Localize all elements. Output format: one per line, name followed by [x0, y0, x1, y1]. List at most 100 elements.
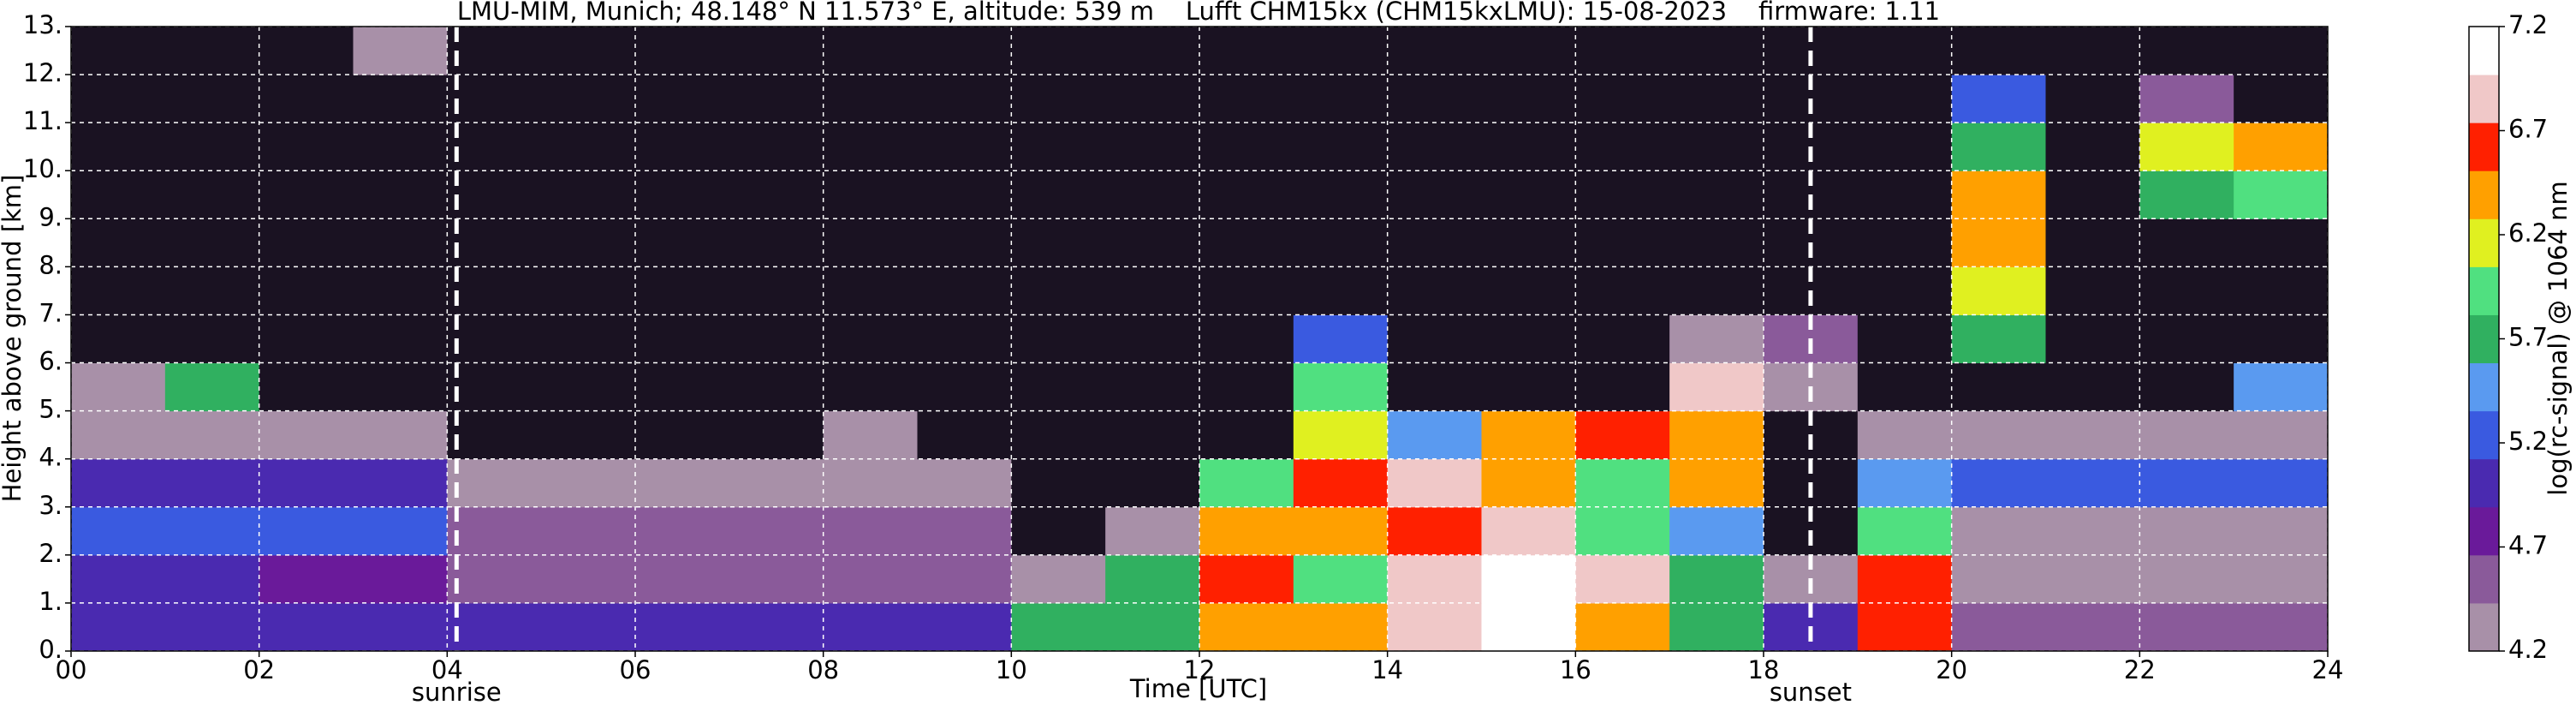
- heatmap-cell: [541, 122, 636, 171]
- heatmap-cell: [823, 266, 918, 315]
- heatmap-cell: [1575, 218, 1670, 267]
- heatmap-cell: [1011, 362, 1106, 412]
- x-tick-label: 16: [1560, 655, 1591, 684]
- heatmap-cell: [1481, 410, 1576, 460]
- plot-frame: [70, 26, 2329, 652]
- heatmap-cell: [1387, 266, 1482, 315]
- heatmap-cell: [447, 27, 542, 75]
- heatmap-cell: [2139, 362, 2234, 412]
- heatmap-cell: [259, 602, 354, 652]
- heatmap-cell: [541, 266, 636, 315]
- heatmap-cell: [635, 218, 730, 267]
- heatmap-cell: [1387, 75, 1482, 123]
- heatmap-cell: [353, 218, 448, 267]
- heatmap-cell: [1575, 314, 1670, 364]
- heatmap-cell: [541, 458, 636, 508]
- annotation-label: sunrise: [412, 678, 502, 707]
- x-tick-label: 00: [56, 655, 87, 684]
- heatmap-cell: [1199, 266, 1294, 315]
- heatmap-cell: [1105, 266, 1200, 315]
- heatmap-cell: [2045, 170, 2140, 219]
- heatmap-cell: [1105, 362, 1200, 412]
- heatmap-cell: [917, 362, 1012, 412]
- heatmap-cell: [541, 314, 636, 364]
- heatmap-cell: [823, 75, 918, 123]
- heatmap-cell: [2234, 218, 2329, 267]
- heatmap-cell: [1105, 170, 1200, 219]
- heatmap-cell: [1857, 410, 1953, 460]
- heatmap-cell: [259, 458, 354, 508]
- heatmap-cell: [729, 122, 824, 171]
- heatmap-cell: [2139, 314, 2234, 364]
- colorbar-tick-label: 4.7: [2508, 531, 2548, 560]
- heatmap-cell: [353, 314, 448, 364]
- heatmap-cell: [1951, 75, 2046, 123]
- heatmap-cell: [2139, 75, 2234, 123]
- heatmap-cell: [1481, 362, 1576, 412]
- heatmap-cell: [353, 266, 448, 315]
- heatmap-cell: [1387, 506, 1482, 556]
- x-tick-label: 06: [620, 655, 651, 684]
- heatmap-cell: [1293, 27, 1389, 75]
- heatmap-cell: [1199, 506, 1294, 556]
- heatmap-cell: [1011, 27, 1106, 75]
- heatmap-cell: [729, 554, 824, 604]
- heatmap-cell: [2234, 314, 2329, 364]
- heatmap-cell: [917, 554, 1012, 604]
- heatmap-cell: [917, 266, 1012, 315]
- heatmap-cell: [1575, 170, 1670, 219]
- heatmap-cell: [1011, 218, 1106, 267]
- heatmap-cell: [917, 122, 1012, 171]
- y-tick-label: 12.: [23, 58, 62, 87]
- heatmap-cell: [635, 602, 730, 652]
- heatmap-cell: [1387, 554, 1482, 604]
- y-tick-label: 10.: [23, 154, 62, 183]
- x-tick-label: 22: [2124, 655, 2156, 684]
- heatmap-cell: [353, 122, 448, 171]
- heatmap-cell: [1105, 602, 1200, 652]
- heatmap-cell: [2045, 75, 2140, 123]
- heatmap-cell: [71, 122, 166, 171]
- heatmap-cell: [729, 218, 824, 267]
- heatmap-cell: [1105, 410, 1200, 460]
- heatmap-cell: [164, 554, 260, 604]
- heatmap-cell: [447, 410, 542, 460]
- heatmap-cell: [259, 314, 354, 364]
- heatmap-cell: [1481, 506, 1576, 556]
- colorbar-band: [2469, 266, 2499, 315]
- heatmap-cell: [823, 314, 918, 364]
- heatmap-cell: [1011, 506, 1106, 556]
- heatmap-cell: [1293, 314, 1389, 364]
- heatmap-cell: [1481, 27, 1576, 75]
- heatmap-cell: [1951, 458, 2046, 508]
- heatmap-cell: [1575, 602, 1670, 652]
- heatmap-cell: [635, 27, 730, 75]
- heatmap-cell: [2139, 27, 2234, 75]
- heatmap-cell: [1575, 554, 1670, 604]
- heatmap-cell: [1575, 458, 1670, 508]
- heatmap-cell: [729, 602, 824, 652]
- heatmap-cell: [1105, 75, 1200, 123]
- heatmap-cell: [635, 75, 730, 123]
- heatmap-cell: [1669, 27, 1764, 75]
- heatmap-cell: [1481, 554, 1576, 604]
- heatmap-cell: [729, 362, 824, 412]
- heatmap-cell: [1011, 266, 1106, 315]
- x-tick-label: 04: [431, 655, 463, 684]
- heatmap-cell: [164, 458, 260, 508]
- heatmap-cell: [1575, 410, 1670, 460]
- colorbar-band: [2469, 554, 2499, 604]
- colorbar-label: log(rc-signal) @ 1064 nm: [2543, 181, 2573, 495]
- heatmap-cell: [447, 506, 542, 556]
- heatmap-cell: [2045, 458, 2140, 508]
- heatmap-cell: [353, 27, 448, 75]
- heatmap-cell: [635, 362, 730, 412]
- heatmap-cell: [1199, 410, 1294, 460]
- heatmap-cell: [71, 602, 166, 652]
- x-tick-label: 20: [1936, 655, 1967, 684]
- heatmap-cell: [917, 314, 1012, 364]
- heatmap-cell: [1387, 218, 1482, 267]
- heatmap-cell: [353, 410, 448, 460]
- heatmap-cell: [1105, 554, 1200, 604]
